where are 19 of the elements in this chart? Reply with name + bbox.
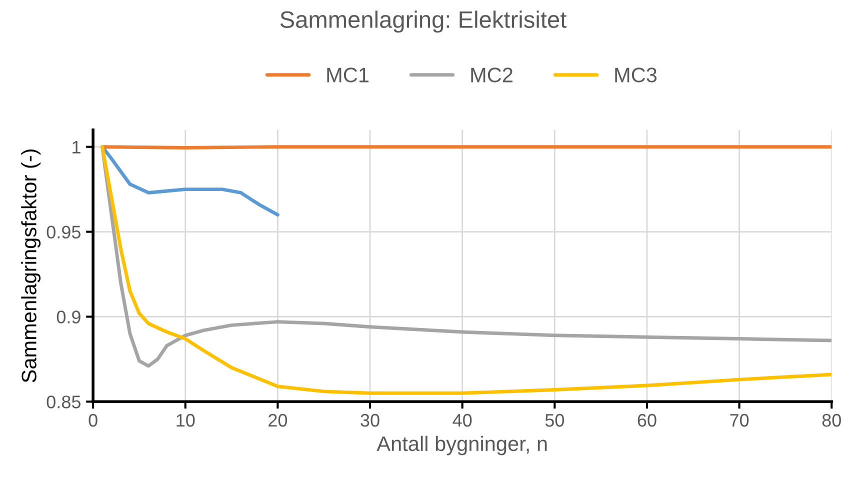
- x-axis-title: Antall bygninger, n: [376, 436, 547, 456]
- y-tick-label: 1: [72, 140, 80, 154]
- y-tick-label: 0.9: [56, 310, 80, 324]
- chart-title: Sammenlagring: Elektrisitet: [280, 10, 567, 33]
- x-tick-label: 80: [822, 414, 841, 427]
- y-axis-title: Sammenlagringsfaktor (-): [21, 150, 41, 382]
- x-tick-label: 60: [638, 414, 656, 427]
- x-tick-label: 0: [88, 414, 98, 427]
- legend-label: MC2: [471, 68, 512, 82]
- legend-label: MC3: [615, 68, 657, 82]
- y-tick-label: 0.85: [46, 396, 80, 408]
- x-tick-label: 30: [360, 414, 380, 427]
- x-tick-label: 50: [545, 414, 564, 427]
- y-tick-label: 0.95: [46, 226, 80, 238]
- legend-label: MC1: [327, 68, 368, 82]
- x-tick-label: 20: [268, 414, 288, 427]
- x-tick-label: 40: [452, 414, 472, 427]
- x-tick-label: 10: [176, 414, 195, 427]
- x-tick-label: 70: [730, 414, 749, 427]
